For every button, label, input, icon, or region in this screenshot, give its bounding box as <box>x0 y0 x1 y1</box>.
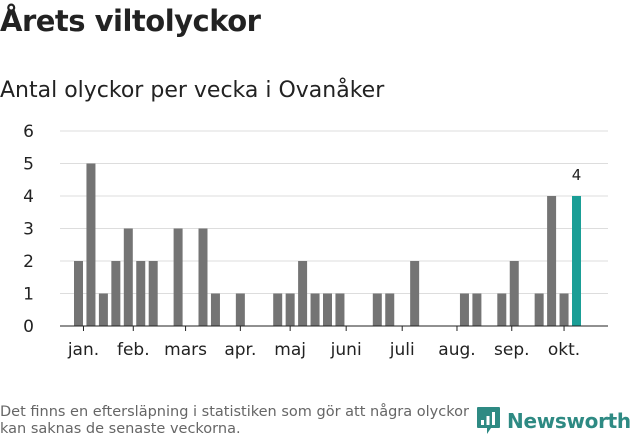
x-tick-label: aug. <box>438 340 475 360</box>
chart-title: Årets viltolyckor <box>0 4 261 38</box>
x-tick-label: maj <box>274 340 306 360</box>
x-tick-label: sep. <box>494 340 530 360</box>
bar <box>310 293 320 326</box>
bar <box>173 228 183 326</box>
newsworthy-icon <box>477 407 500 434</box>
bar <box>98 293 108 326</box>
x-tick-label: mars <box>164 340 207 360</box>
bar <box>459 293 469 326</box>
bar <box>285 293 295 326</box>
bar <box>86 163 96 326</box>
bar <box>547 196 557 326</box>
y-tick-label: 3 <box>23 220 34 240</box>
x-tick-label: juni <box>330 340 362 360</box>
y-axis-ticks: 0 1 2 3 4 5 6 <box>23 122 34 337</box>
y-tick-label: 4 <box>23 187 34 207</box>
bar <box>509 261 519 326</box>
bar <box>235 293 245 326</box>
x-tick-label: feb. <box>117 340 150 360</box>
y-tick-label: 6 <box>23 122 34 142</box>
bars <box>74 163 581 326</box>
bar <box>335 293 345 326</box>
x-tick-label: juli <box>389 340 415 360</box>
footnote: Det finns en eftersläpning i statistiken… <box>0 404 469 437</box>
bar <box>198 228 208 326</box>
bar <box>136 261 146 326</box>
bar <box>273 293 283 326</box>
bar <box>372 293 382 326</box>
bar <box>123 228 133 326</box>
bar <box>534 293 544 326</box>
bar <box>559 293 569 326</box>
bar <box>497 293 507 326</box>
x-tick-label: apr. <box>224 340 256 360</box>
bar-chart: 0 1 2 3 4 5 6 jan. feb. mars apr. maj juni juli aug. s… <box>23 122 608 360</box>
y-tick-label: 5 <box>23 155 34 175</box>
y-tick-label: 2 <box>23 252 34 272</box>
brand-name: Newsworthy <box>507 409 631 433</box>
bar <box>472 293 482 326</box>
x-tick-label: okt. <box>548 340 580 360</box>
highlight-value-label: 4 <box>572 166 582 184</box>
bar <box>148 261 158 326</box>
bar <box>410 261 420 326</box>
x-axis: jan. feb. mars apr. maj juni juli aug. sep. okt. <box>60 325 608 360</box>
newsworthy-logo[interactable]: Newsworthy <box>476 406 631 436</box>
data-labels: 4 <box>572 166 582 184</box>
bar <box>210 293 220 326</box>
bar <box>111 261 121 326</box>
bar <box>74 261 83 326</box>
bar <box>385 293 395 326</box>
bar-highlight <box>572 196 581 326</box>
x-tick-label: jan. <box>67 340 99 360</box>
y-tick-label: 0 <box>23 317 34 337</box>
bar <box>298 261 308 326</box>
chart-subtitle: Antal olyckor per vecka i Ovanåker <box>0 78 385 103</box>
y-tick-label: 1 <box>23 285 34 305</box>
bar <box>323 293 332 326</box>
